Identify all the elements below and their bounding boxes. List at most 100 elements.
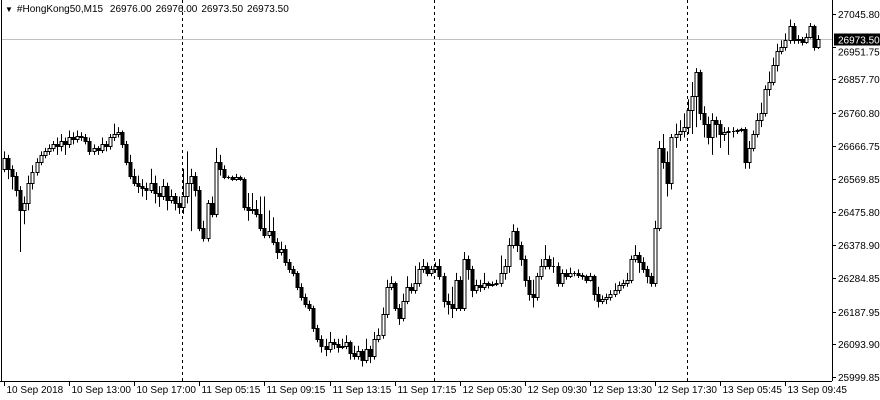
candle-body — [596, 294, 601, 302]
current-price-label: 26973.50 — [838, 36, 880, 47]
candle — [596, 286, 601, 308]
y-tick-label: 27045.80 — [838, 10, 880, 21]
candle — [694, 68, 699, 128]
candle — [340, 338, 345, 350]
candle-body — [222, 169, 227, 178]
candle-body — [128, 162, 133, 177]
candle-body — [600, 299, 605, 302]
candle — [14, 172, 19, 197]
candle — [336, 338, 341, 353]
candle — [531, 279, 536, 308]
candle — [30, 165, 35, 190]
ohlc-close: 26973.50 — [247, 4, 289, 15]
candle — [568, 267, 573, 279]
x-tick-label: 10 Sep 2018 — [7, 385, 64, 396]
x-tick-label: 13 Sep 09:45 — [788, 385, 848, 396]
candle-body — [340, 346, 345, 348]
candle — [315, 324, 320, 343]
candle — [227, 175, 230, 180]
candle — [645, 265, 650, 284]
candle — [527, 276, 532, 301]
candle — [319, 335, 324, 353]
candle — [279, 241, 284, 256]
candle — [576, 269, 581, 279]
candle — [2, 151, 7, 173]
candle — [511, 224, 516, 249]
candle — [710, 113, 715, 155]
candle-body — [625, 280, 630, 284]
candle — [193, 172, 198, 197]
candle — [63, 137, 68, 155]
candle-body — [230, 177, 235, 180]
candle-body — [421, 266, 426, 270]
candle-body — [30, 172, 35, 184]
candle — [507, 238, 512, 273]
candle — [800, 36, 805, 46]
candle — [490, 281, 495, 287]
candle-body — [669, 137, 674, 184]
triangle-down-icon[interactable]: ▼ — [5, 5, 13, 14]
candle-body — [153, 183, 158, 194]
candle-body — [136, 183, 141, 187]
candle — [35, 158, 40, 176]
candle — [808, 22, 813, 39]
ohlc-open: 26976.00 — [109, 4, 152, 15]
candle — [181, 168, 186, 214]
candle-body — [450, 304, 455, 309]
candle — [218, 154, 223, 176]
candle — [397, 304, 402, 325]
candle-body — [735, 130, 740, 132]
candle-body — [39, 155, 44, 163]
candle-body — [409, 287, 414, 291]
y-tick-label: 26666.75 — [838, 142, 880, 153]
candle-body — [653, 228, 658, 284]
candle-body — [307, 304, 312, 309]
candle-body — [149, 183, 154, 191]
candle — [238, 175, 243, 181]
x-tick-label: 12 Sep 13:30 — [593, 385, 653, 396]
candle — [401, 293, 406, 322]
candle — [499, 255, 504, 287]
candle-body — [303, 297, 308, 305]
candle — [771, 57, 776, 86]
candle-body — [511, 231, 516, 246]
candle-body — [51, 144, 56, 149]
x-tick-label: 10 Sep 13:00 — [72, 385, 132, 396]
candle-body — [682, 127, 687, 132]
candle — [136, 175, 141, 194]
candle — [295, 271, 300, 291]
candle — [332, 338, 337, 350]
candle — [258, 196, 263, 232]
candle — [584, 274, 589, 284]
candle-body — [767, 82, 772, 90]
candle — [71, 132, 76, 145]
candle — [267, 210, 272, 239]
candle — [763, 85, 768, 117]
candle-body — [246, 207, 251, 211]
candle-body — [43, 151, 48, 156]
candle-body — [560, 273, 565, 284]
candle — [132, 168, 137, 187]
candle — [291, 265, 296, 277]
candle — [690, 81, 695, 135]
candle — [417, 262, 422, 287]
candle-body — [67, 137, 72, 145]
candle — [718, 120, 723, 148]
candle — [539, 258, 544, 280]
candle-body — [206, 203, 211, 239]
candle — [43, 147, 48, 159]
candle-body — [299, 287, 304, 298]
candle-body — [87, 141, 92, 152]
candle-body — [804, 37, 809, 43]
candle-body — [71, 137, 76, 140]
candle-body — [311, 308, 316, 329]
candle-body — [755, 120, 760, 135]
candle — [144, 182, 149, 200]
candle — [59, 134, 64, 152]
candle-body — [22, 203, 27, 211]
candle — [385, 279, 390, 318]
candle-body — [775, 51, 780, 66]
candle — [409, 283, 414, 294]
candle — [161, 179, 166, 200]
